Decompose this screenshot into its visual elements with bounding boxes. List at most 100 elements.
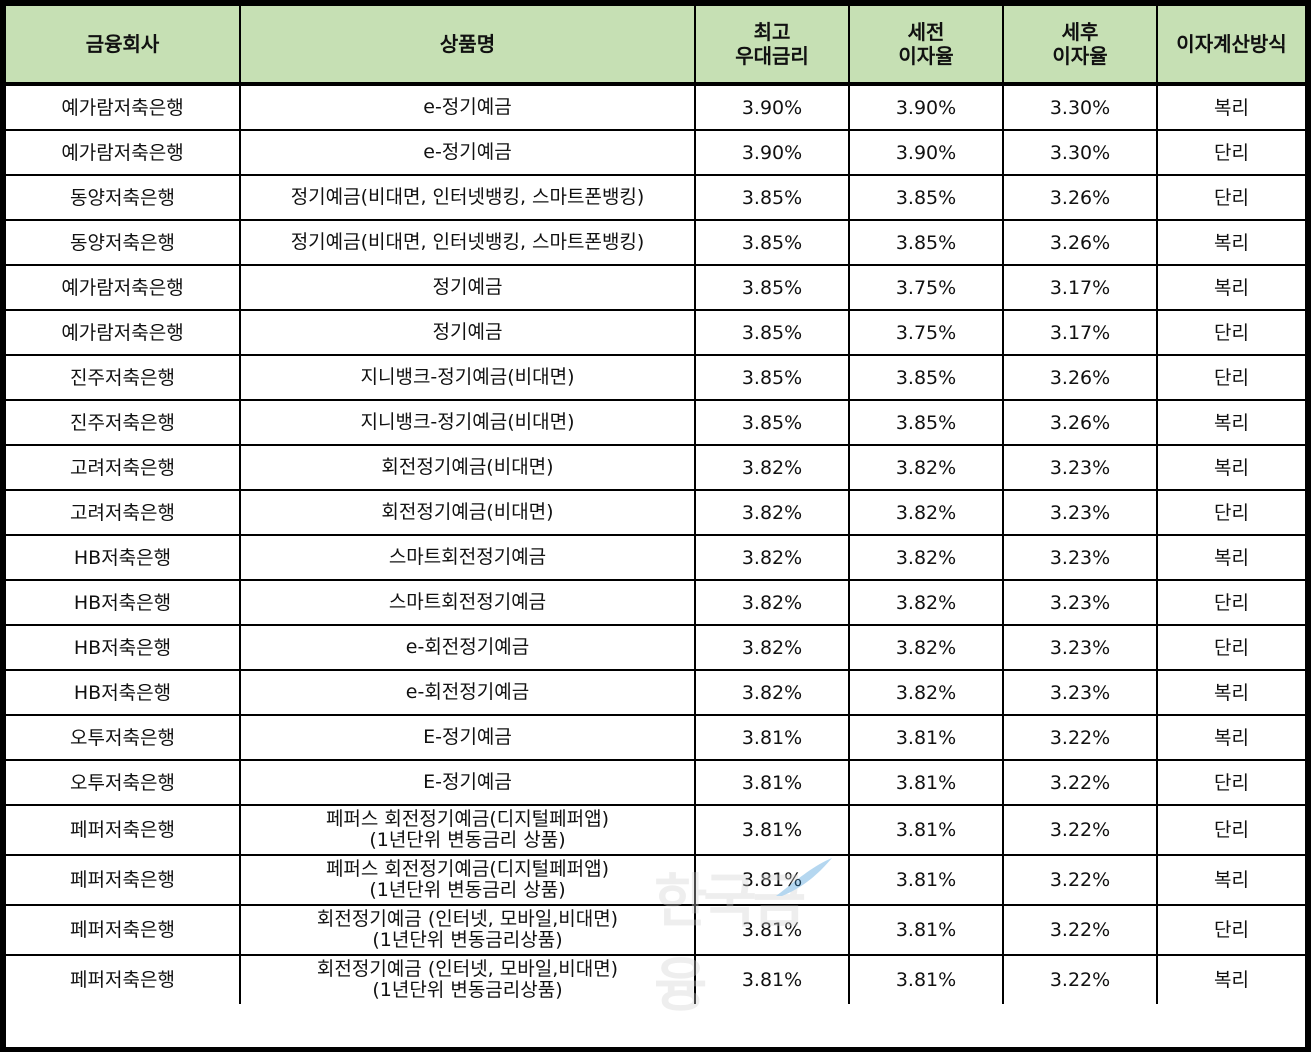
table-row: HB저축은행 스마트회전정기예금 3.82% 3.82% 3.23% 단리 bbox=[6, 579, 1305, 626]
header-label-line2: 이자율 bbox=[1052, 44, 1108, 68]
cell-max-preferential-rate: 3.85% bbox=[694, 399, 850, 446]
product-name-line: 지니뱅크-정기예금(비대면) bbox=[360, 366, 575, 388]
header-max-preferential-rate: 최고 우대금리 bbox=[694, 6, 850, 86]
cell-max-preferential-rate: 3.81% bbox=[694, 804, 850, 856]
cell-max-preferential-rate: 3.90% bbox=[694, 83, 850, 131]
cell-max-preferential-rate: 3.85% bbox=[694, 174, 850, 221]
table-row: 진주저축은행 지니뱅크-정기예금(비대면) 3.85% 3.85% 3.26% 단리 bbox=[6, 354, 1305, 401]
cell-company: 오투저축은행 bbox=[6, 759, 241, 806]
cell-product: e-정기예금 bbox=[239, 129, 696, 176]
cell-product: 지니뱅크-정기예금(비대면) bbox=[239, 399, 696, 446]
product-name-line: 회전정기예금(비대면) bbox=[381, 456, 554, 478]
cell-company: 동양저축은행 bbox=[6, 174, 241, 221]
cell-after-tax-rate: 3.22% bbox=[1002, 714, 1158, 761]
cell-pre-tax-rate: 3.75% bbox=[848, 309, 1004, 356]
product-name-line: e-회전정기예금 bbox=[405, 681, 530, 703]
table-row: 페퍼저축은행 페퍼스 회전정기예금(디지털페퍼앱) (1년단위 변동금리 상품) 3.… bbox=[6, 804, 1305, 856]
cell-after-tax-rate: 3.23% bbox=[1002, 624, 1158, 671]
cell-after-tax-rate: 3.22% bbox=[1002, 954, 1158, 1004]
cell-after-tax-rate: 3.17% bbox=[1002, 309, 1158, 356]
cell-company: 페퍼저축은행 bbox=[6, 904, 241, 956]
cell-interest-method: 단리 bbox=[1156, 579, 1305, 626]
cell-after-tax-rate: 3.23% bbox=[1002, 669, 1158, 716]
cell-company: 페퍼저축은행 bbox=[6, 854, 241, 906]
cell-product: e-회전정기예금 bbox=[239, 624, 696, 671]
table-row: HB저축은행 e-회전정기예금 3.82% 3.82% 3.23% 단리 bbox=[6, 624, 1305, 671]
table-row: 예가람저축은행 e-정기예금 3.90% 3.90% 3.30% 단리 bbox=[6, 129, 1305, 176]
cell-company: 예가람저축은행 bbox=[6, 129, 241, 176]
deposit-rate-table: 금융회사 상품명 최고 우대금리 세전 이자율 세후 이자율 bbox=[6, 6, 1305, 1004]
cell-interest-method: 단리 bbox=[1156, 804, 1305, 856]
cell-interest-method: 단리 bbox=[1156, 309, 1305, 356]
cell-product: 스마트회전정기예금 bbox=[239, 534, 696, 581]
product-name-line: 정기예금 bbox=[432, 276, 503, 298]
product-name-line: 스마트회전정기예금 bbox=[388, 591, 547, 613]
cell-after-tax-rate: 3.23% bbox=[1002, 489, 1158, 536]
cell-company: HB저축은행 bbox=[6, 669, 241, 716]
header-company: 금융회사 bbox=[6, 6, 241, 86]
cell-interest-method: 복리 bbox=[1156, 444, 1305, 491]
cell-max-preferential-rate: 3.85% bbox=[694, 309, 850, 356]
header-label-line1: 세후 bbox=[1061, 20, 1099, 44]
cell-pre-tax-rate: 3.82% bbox=[848, 579, 1004, 626]
cell-company: HB저축은행 bbox=[6, 534, 241, 581]
cell-company: HB저축은행 bbox=[6, 624, 241, 671]
header-label-line2: 이자율 bbox=[898, 44, 954, 68]
cell-pre-tax-rate: 3.82% bbox=[848, 444, 1004, 491]
cell-company: 동양저축은행 bbox=[6, 219, 241, 266]
cell-interest-method: 복리 bbox=[1156, 264, 1305, 311]
product-name-line: (1년단위 변동금리 상품) bbox=[369, 879, 566, 901]
cell-after-tax-rate: 3.22% bbox=[1002, 759, 1158, 806]
product-name-line: (1년단위 변동금리상품) bbox=[372, 979, 563, 1001]
product-name-line: 회전정기예금 (인터넷, 모바일,비대면) bbox=[316, 958, 619, 980]
cell-product: 회전정기예금(비대면) bbox=[239, 444, 696, 491]
cell-pre-tax-rate: 3.82% bbox=[848, 669, 1004, 716]
cell-company: 페퍼저축은행 bbox=[6, 804, 241, 856]
cell-interest-method: 복리 bbox=[1156, 83, 1305, 131]
cell-product: 회전정기예금 (인터넷, 모바일,비대면) (1년단위 변동금리상품) bbox=[239, 904, 696, 956]
product-name-line: 페퍼스 회전정기예금(디지털페퍼앱) bbox=[325, 808, 610, 830]
cell-product: 정기예금 bbox=[239, 264, 696, 311]
cell-after-tax-rate: 3.26% bbox=[1002, 219, 1158, 266]
cell-interest-method: 단리 bbox=[1156, 489, 1305, 536]
cell-product: 페퍼스 회전정기예금(디지털페퍼앱) (1년단위 변동금리 상품) bbox=[239, 804, 696, 856]
cell-max-preferential-rate: 3.81% bbox=[694, 954, 850, 1004]
cell-pre-tax-rate: 3.82% bbox=[848, 534, 1004, 581]
header-product: 상품명 bbox=[239, 6, 696, 86]
cell-pre-tax-rate: 3.75% bbox=[848, 264, 1004, 311]
table-row: HB저축은행 e-회전정기예금 3.82% 3.82% 3.23% 복리 bbox=[6, 669, 1305, 716]
table-row: 예가람저축은행 정기예금 3.85% 3.75% 3.17% 단리 bbox=[6, 309, 1305, 356]
header-label-line2: 우대금리 bbox=[735, 44, 809, 68]
cell-after-tax-rate: 3.23% bbox=[1002, 579, 1158, 626]
cell-product: 회전정기예금(비대면) bbox=[239, 489, 696, 536]
cell-pre-tax-rate: 3.85% bbox=[848, 219, 1004, 266]
cell-interest-method: 단리 bbox=[1156, 904, 1305, 956]
cell-pre-tax-rate: 3.82% bbox=[848, 624, 1004, 671]
product-name-line: E-정기예금 bbox=[423, 726, 512, 748]
product-name-line: e-정기예금 bbox=[423, 141, 512, 163]
cell-company: 고려저축은행 bbox=[6, 444, 241, 491]
cell-product: 페퍼스 회전정기예금(디지털페퍼앱) (1년단위 변동금리 상품) bbox=[239, 854, 696, 906]
cell-max-preferential-rate: 3.81% bbox=[694, 714, 850, 761]
cell-pre-tax-rate: 3.81% bbox=[848, 904, 1004, 956]
table-row: 고려저축은행 회전정기예금(비대면) 3.82% 3.82% 3.23% 단리 bbox=[6, 489, 1305, 536]
table-row: 오투저축은행 E-정기예금 3.81% 3.81% 3.22% 단리 bbox=[6, 759, 1305, 806]
cell-max-preferential-rate: 3.85% bbox=[694, 219, 850, 266]
cell-after-tax-rate: 3.22% bbox=[1002, 904, 1158, 956]
product-name-line: 스마트회전정기예금 bbox=[388, 546, 547, 568]
product-name-line: 페퍼스 회전정기예금(디지털페퍼앱) bbox=[325, 858, 610, 880]
cell-pre-tax-rate: 3.81% bbox=[848, 804, 1004, 856]
cell-pre-tax-rate: 3.81% bbox=[848, 954, 1004, 1004]
table-row: HB저축은행 스마트회전정기예금 3.82% 3.82% 3.23% 복리 bbox=[6, 534, 1305, 581]
cell-company: 페퍼저축은행 bbox=[6, 954, 241, 1004]
cell-interest-method: 단리 bbox=[1156, 624, 1305, 671]
cell-pre-tax-rate: 3.81% bbox=[848, 854, 1004, 906]
cell-interest-method: 복리 bbox=[1156, 219, 1305, 266]
cell-pre-tax-rate: 3.81% bbox=[848, 714, 1004, 761]
cell-pre-tax-rate: 3.85% bbox=[848, 399, 1004, 446]
cell-pre-tax-rate: 3.81% bbox=[848, 759, 1004, 806]
cell-interest-method: 복리 bbox=[1156, 534, 1305, 581]
header-row: 금융회사 상품명 최고 우대금리 세전 이자율 세후 이자율 bbox=[6, 6, 1305, 86]
cell-company: 오투저축은행 bbox=[6, 714, 241, 761]
cell-interest-method: 복리 bbox=[1156, 399, 1305, 446]
